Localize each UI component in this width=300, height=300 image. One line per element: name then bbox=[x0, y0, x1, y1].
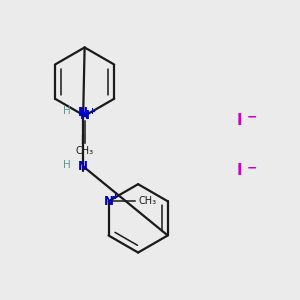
Text: I: I bbox=[236, 163, 242, 178]
Text: N: N bbox=[80, 109, 90, 122]
Text: N: N bbox=[78, 106, 88, 119]
Text: N: N bbox=[78, 160, 88, 173]
Text: −: − bbox=[246, 161, 257, 174]
Text: +: + bbox=[112, 192, 118, 201]
Text: CH₃: CH₃ bbox=[76, 146, 94, 156]
Text: −: − bbox=[246, 111, 257, 124]
Text: N: N bbox=[103, 195, 113, 208]
Text: H: H bbox=[63, 160, 71, 170]
Text: CH₃: CH₃ bbox=[139, 196, 157, 206]
Text: I: I bbox=[236, 113, 242, 128]
Text: H: H bbox=[63, 106, 71, 116]
Text: +: + bbox=[88, 106, 95, 116]
